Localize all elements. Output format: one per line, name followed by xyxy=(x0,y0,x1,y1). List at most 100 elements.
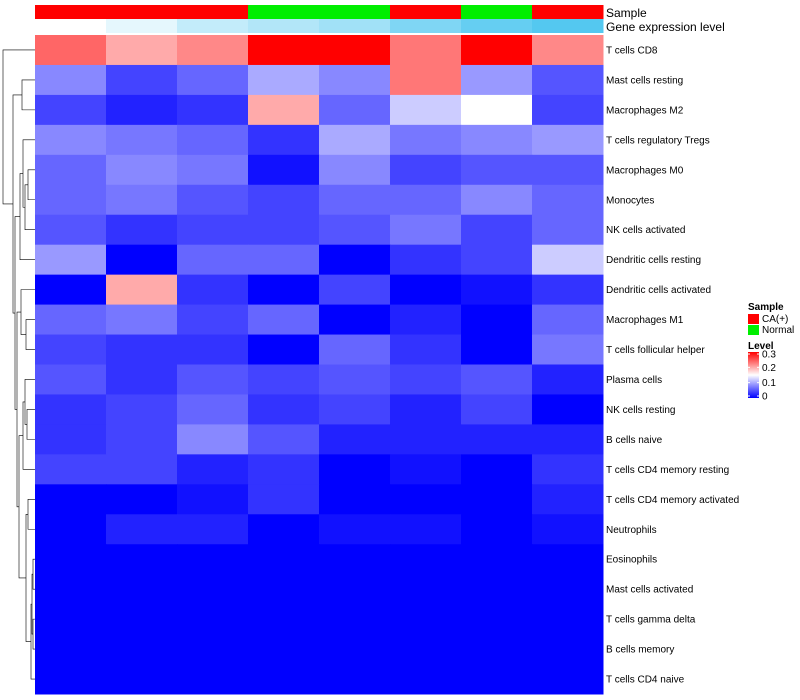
heatmap-cell xyxy=(35,274,107,306)
heatmap-cell xyxy=(390,604,462,635)
heatmap-cell xyxy=(319,664,391,695)
heatmap-cell xyxy=(461,334,533,365)
heatmap-cell xyxy=(35,454,107,485)
row-label: T cells gamma delta xyxy=(606,615,696,626)
heatmap-cell xyxy=(248,634,320,665)
heatmap-cell xyxy=(390,454,462,485)
heatmap-cell xyxy=(106,244,178,276)
heatmap-cell xyxy=(177,544,249,575)
heatmap-cell xyxy=(35,634,107,665)
heatmap-cell xyxy=(532,35,604,66)
heatmap-cell xyxy=(390,394,462,425)
heatmap-cell xyxy=(319,214,391,246)
heatmap-cell xyxy=(35,604,107,635)
heatmap-cell xyxy=(177,94,249,126)
dendrogram-branch xyxy=(19,173,35,260)
expression-track-cell xyxy=(106,19,178,33)
heatmap-cell xyxy=(532,364,604,395)
heatmap-cell xyxy=(319,94,391,126)
heatmap-cell xyxy=(461,364,533,395)
heatmap-cell xyxy=(532,424,604,455)
heatmap-cell xyxy=(319,424,391,455)
heatmap-cell xyxy=(35,94,107,126)
row-label: Macrophages M0 xyxy=(606,165,684,176)
heatmap-cell xyxy=(532,214,604,246)
heatmap-cell xyxy=(319,154,391,186)
heatmap-cell xyxy=(461,35,533,66)
heatmap-cell xyxy=(35,394,107,425)
row-label: Macrophages M2 xyxy=(606,105,684,116)
legend-level-label: 0.1 xyxy=(762,378,776,389)
heatmap-cell xyxy=(106,184,178,216)
heatmap-cell xyxy=(248,274,320,306)
heatmap-cell xyxy=(106,634,178,665)
heatmap-cell xyxy=(532,514,604,545)
legend-level-title: Level xyxy=(748,341,774,352)
dendrogram-branch xyxy=(2,49,35,205)
heatmap-cell xyxy=(106,394,178,425)
heatmap-cell xyxy=(35,364,107,395)
heatmap-cell xyxy=(532,394,604,425)
heatmap-cell xyxy=(106,274,178,306)
heatmap-cell xyxy=(177,64,249,96)
track-label-expression: Gene expression level xyxy=(606,20,725,34)
legend-level-ticks: 0.3 0.2 0.1 0 xyxy=(748,350,776,403)
heatmap-cells xyxy=(35,35,604,695)
heatmap-cell xyxy=(319,184,391,216)
dendrogram-branch xyxy=(27,169,35,201)
dendrogram-branch xyxy=(24,379,35,425)
heatmap-cell xyxy=(248,35,320,66)
heatmap-cell xyxy=(35,424,107,455)
expression-track-cell xyxy=(461,19,533,33)
dendrogram-branch xyxy=(26,409,35,440)
heatmap-cell xyxy=(248,514,320,545)
dendrogram-branch xyxy=(25,513,31,642)
heatmap-cell xyxy=(35,664,107,695)
heatmap-cell xyxy=(390,274,462,306)
dendrogram-branch xyxy=(32,618,35,650)
heatmap-cell xyxy=(106,484,178,515)
heatmap-cell xyxy=(177,364,249,395)
heatmap-cell xyxy=(532,244,604,276)
heatmap-cell xyxy=(248,424,320,455)
heatmap-cell xyxy=(177,394,249,425)
row-label: B cells naive xyxy=(606,435,663,446)
heatmap-cell xyxy=(319,454,391,485)
dendrogram-branch xyxy=(12,94,22,314)
heatmap-cell xyxy=(177,184,249,216)
row-label: T cells CD4 memory activated xyxy=(606,495,739,506)
heatmap-cell xyxy=(390,124,462,156)
heatmap-cell xyxy=(177,484,249,515)
heatmap-cell xyxy=(35,64,107,96)
expression-track-cell xyxy=(248,19,320,33)
track-label-sample: Sample xyxy=(606,6,647,20)
heatmap-cell xyxy=(248,214,320,246)
heatmap-cell xyxy=(390,94,462,126)
heatmap-cell xyxy=(248,454,320,485)
sample-track-cell xyxy=(532,5,604,19)
heatmap-cell xyxy=(177,334,249,365)
row-label: Mast cells activated xyxy=(606,585,693,596)
heatmap-cell xyxy=(106,304,178,336)
heatmap-cell xyxy=(106,454,178,485)
heatmap-cell xyxy=(532,94,604,126)
heatmap-cell xyxy=(461,394,533,425)
dendrogram-branch xyxy=(32,558,35,590)
sample-track-cell xyxy=(35,5,107,19)
expression-track-cell xyxy=(177,19,249,33)
heatmap-cell xyxy=(390,364,462,395)
heatmap-cell xyxy=(319,244,391,276)
heatmap-cell xyxy=(248,544,320,575)
sample-track-cell xyxy=(461,5,533,19)
expression-track-cell xyxy=(390,19,462,33)
heatmap-cell xyxy=(319,364,391,395)
heatmap-cell xyxy=(248,154,320,186)
heatmap-cell xyxy=(106,574,178,605)
heatmap-cell xyxy=(248,664,320,695)
heatmap-cell xyxy=(461,484,533,515)
dendrogram-branch xyxy=(14,216,20,410)
legend-level-label: 0.2 xyxy=(762,363,776,374)
heatmap-cell xyxy=(390,244,462,276)
heatmap-cell xyxy=(35,124,107,156)
dendrogram-branch xyxy=(25,319,35,350)
